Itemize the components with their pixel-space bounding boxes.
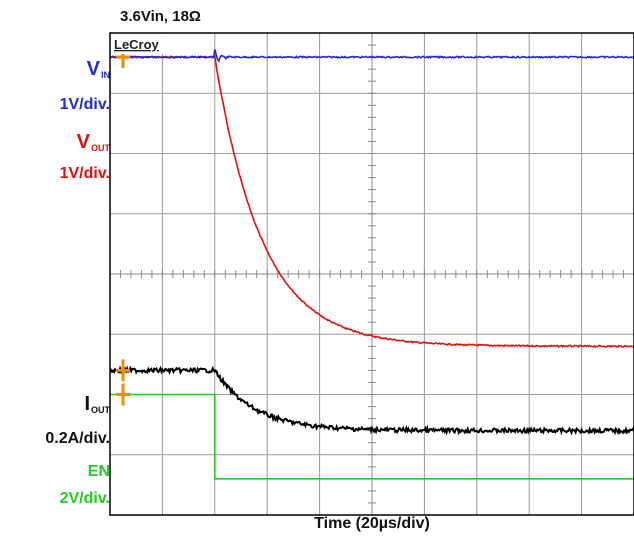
vout-scale: 1V/div.	[59, 165, 110, 182]
vin-scale: 1V/div.	[59, 96, 110, 113]
channel-markers	[116, 46, 130, 406]
en-label: EN	[87, 463, 110, 480]
chart-header: 3.6Vin, 18Ω	[120, 8, 201, 25]
iout-symbol: I	[84, 393, 90, 415]
plot-frame	[109, 32, 634, 516]
iout-scale: 0.2A/div.	[45, 430, 110, 447]
grid	[110, 33, 634, 515]
vin-symbol: V	[86, 58, 100, 80]
trace-iout	[109, 365, 634, 436]
trace-en	[110, 393, 634, 480]
vout-subscript: OUT	[91, 143, 110, 153]
trace-vin	[109, 49, 634, 63]
vout-symbol: V	[76, 131, 90, 153]
vout-label: VOUT	[77, 131, 110, 154]
x-axis-label: Time (20µs/div)	[314, 515, 430, 532]
svg-text:LeCroy: LeCroy	[114, 37, 160, 52]
en-scale: 2V/div.	[59, 490, 110, 507]
iout-subscript: OUT	[91, 405, 110, 415]
traces	[109, 49, 634, 480]
lecroy-logo: LeCroy	[111, 34, 169, 54]
vin-subscript: IN	[101, 70, 110, 80]
vin-label: VIN	[87, 58, 110, 81]
iout-label: IOUT	[84, 393, 110, 416]
